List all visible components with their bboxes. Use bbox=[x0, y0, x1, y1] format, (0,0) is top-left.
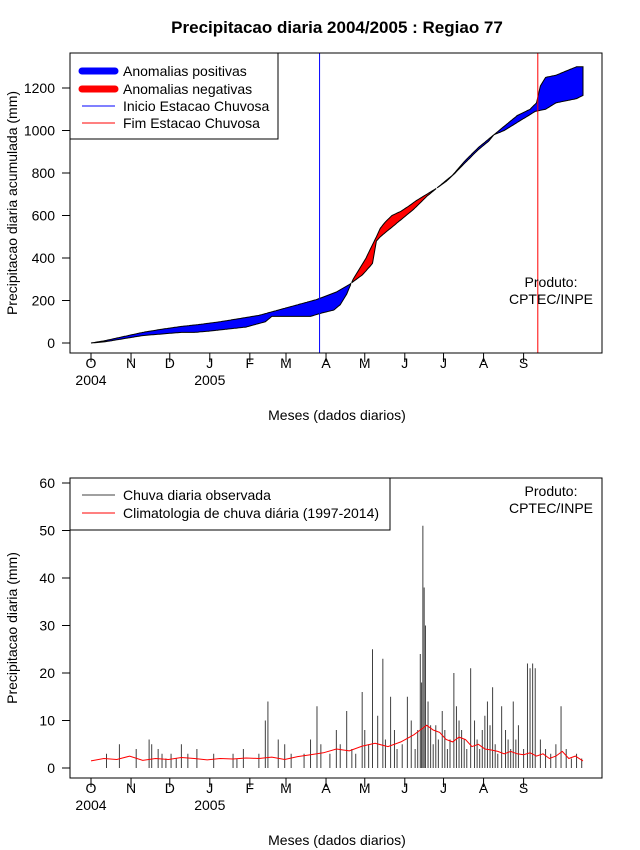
bottom-x-label: Meses (dados diarios) bbox=[268, 832, 406, 848]
bottom-legend-box bbox=[69, 477, 391, 531]
top-y-tick-label-1200: 1200 bbox=[24, 80, 55, 96]
bottom-x-tick-label-7: M bbox=[359, 780, 371, 796]
bottom-y-tick-label-40: 40 bbox=[39, 570, 55, 586]
legend-label-inicio-estacao: Inicio Estacao Chuvosa bbox=[123, 98, 270, 114]
bottom-x-tick-label-11: S bbox=[519, 780, 528, 796]
bottom-x-axis: O N D J F M A M J J A S 2004 2005 bbox=[75, 778, 528, 813]
legend-label-anomalias-negativas: Anomalias negativas bbox=[123, 81, 252, 97]
bottom-y-axis: 0 10 20 30 40 50 60 bbox=[39, 475, 70, 776]
bottom-y-tick-label-60: 60 bbox=[39, 475, 55, 491]
positive-anomaly-area-0 bbox=[90, 282, 352, 344]
bottom-y-tick-label-10: 10 bbox=[39, 713, 55, 729]
climatology-line bbox=[90, 724, 584, 762]
top-x-tick-label-3: J bbox=[206, 355, 213, 371]
legend-label-anomalias-positivas: Anomalias positivas bbox=[123, 63, 247, 79]
bottom-y-tick-label-30: 30 bbox=[39, 618, 55, 634]
top-legend: Anomalias positivas Anomalias negativas … bbox=[69, 52, 279, 140]
bottom-y-label: Precipitacao diaria (mm) bbox=[4, 552, 20, 704]
top-y-tick-label-1000: 1000 bbox=[24, 123, 55, 139]
top-y-tick-label-0: 0 bbox=[47, 335, 55, 351]
legend-label-climatologia: Climatologia de chuva diária (1997-2014) bbox=[123, 505, 379, 521]
bottom-x-tick-label-8: J bbox=[401, 780, 408, 796]
bottom-x-tick-label-2: D bbox=[165, 780, 175, 796]
bottom-x-tick-label-5: M bbox=[280, 780, 292, 796]
top-plot-frame bbox=[69, 52, 603, 354]
top-x-tick-label-6: A bbox=[321, 355, 331, 371]
top-x-axis: O N D J F M A M J J A S 2004 2005 bbox=[75, 353, 528, 388]
top-legend-box bbox=[69, 52, 279, 140]
legend-label-fim-estacao: Fim Estacao Chuvosa bbox=[123, 115, 260, 131]
top-x-tick-label-5: M bbox=[280, 355, 292, 371]
top-x-tick-label-10: A bbox=[479, 355, 489, 371]
bottom-x-tick-label-0: O bbox=[86, 780, 97, 796]
top-annotation-line-2: CPTEC/INPE bbox=[509, 291, 593, 307]
bottom-x-tick-label-3: J bbox=[206, 780, 213, 796]
top-x-tick-label-11: S bbox=[519, 355, 528, 371]
top-year-label-2004: 2004 bbox=[75, 372, 106, 388]
bottom-annotation-line-1: Produto: bbox=[525, 483, 578, 499]
top-x-tick-label-7: M bbox=[359, 355, 371, 371]
daily-panel: 0 10 20 30 40 50 60 O N D J F M A M J J A S 2004 2005 Preci… bbox=[4, 475, 603, 848]
negative-anomaly-area-1 bbox=[351, 187, 437, 284]
legend-label-chuva-observada: Chuva diaria observada bbox=[123, 487, 271, 503]
top-year-label-2005: 2005 bbox=[194, 372, 225, 388]
chart-title: Precipitacao diaria 2004/2005 : Regiao 7… bbox=[171, 18, 503, 37]
top-x-label: Meses (dados diarios) bbox=[268, 407, 406, 423]
top-y-tick-label-200: 200 bbox=[32, 293, 56, 309]
top-x-tick-label-8: J bbox=[401, 355, 408, 371]
bottom-y-tick-label-0: 0 bbox=[47, 760, 55, 776]
bottom-y-tick-label-20: 20 bbox=[39, 665, 55, 681]
top-x-tick-label-2: D bbox=[165, 355, 175, 371]
top-y-axis: 0 200 400 600 800 1000 1200 bbox=[24, 80, 70, 351]
bottom-y-tick-label-50: 50 bbox=[39, 523, 55, 539]
top-x-tick-label-0: O bbox=[86, 355, 97, 371]
bottom-x-tick-label-4: F bbox=[246, 780, 255, 796]
bottom-x-tick-label-1: N bbox=[126, 780, 136, 796]
bottom-x-tick-label-9: J bbox=[440, 780, 447, 796]
top-plot-area bbox=[90, 53, 584, 353]
top-y-tick-label-800: 800 bbox=[32, 165, 56, 181]
positive-anomaly-area-2 bbox=[436, 66, 584, 189]
bottom-legend: Chuva diaria observada Climatologia de c… bbox=[69, 477, 391, 531]
top-x-tick-label-4: F bbox=[246, 355, 255, 371]
top-x-tick-label-1: N bbox=[126, 355, 136, 371]
top-y-label: Precipitacao diaria acumulada (mm) bbox=[4, 91, 20, 315]
top-annotation-line-1: Produto: bbox=[525, 274, 578, 290]
cumulative-panel: Precipitacao diaria 2004/2005 : Regiao 7… bbox=[4, 18, 603, 423]
bottom-plot-area bbox=[90, 525, 584, 768]
top-x-tick-label-9: J bbox=[440, 355, 447, 371]
top-y-tick-label-600: 600 bbox=[32, 208, 56, 224]
top-y-tick-label-400: 400 bbox=[32, 250, 56, 266]
bottom-year-label-2005: 2005 bbox=[194, 797, 225, 813]
bottom-year-label-2004: 2004 bbox=[75, 797, 106, 813]
bottom-x-tick-label-6: A bbox=[321, 780, 331, 796]
bottom-annotation-line-2: CPTEC/INPE bbox=[509, 500, 593, 516]
bottom-x-tick-label-10: A bbox=[479, 780, 489, 796]
